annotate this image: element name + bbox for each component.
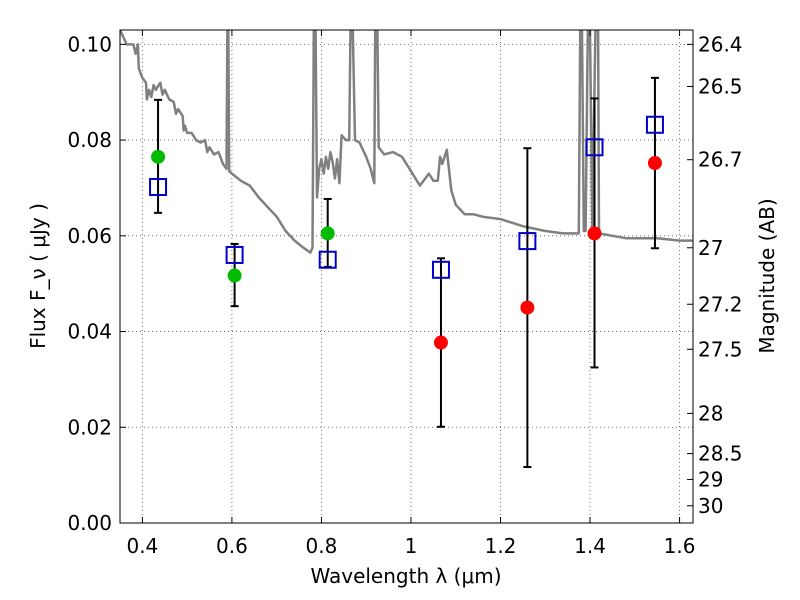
x-tick-label: 1.6 <box>664 534 696 558</box>
x-tick-label: 0.6 <box>216 534 248 558</box>
right-tick-label: 28.5 <box>698 442 743 466</box>
open-square-point <box>149 177 168 196</box>
model-spectrum-line <box>120 30 693 254</box>
open-square-point <box>225 245 244 264</box>
y-tick-label: 0.04 <box>67 320 112 344</box>
filled-circle-point <box>520 300 535 315</box>
open-square-point <box>518 232 537 251</box>
y-axis-right-label: Magnitude (AB) <box>755 198 779 353</box>
x-axis-label: Wavelength λ (μm) <box>310 564 501 588</box>
model-spectrum-layer <box>120 30 693 254</box>
y-tick-label: 0.08 <box>67 128 112 152</box>
y-tick-label: 0.02 <box>67 415 112 439</box>
filled-circle-point <box>320 226 335 241</box>
right-tick-label: 29 <box>698 467 723 491</box>
filled-circle-point <box>151 149 166 164</box>
x-tick-label: 1.4 <box>574 534 606 558</box>
axis-ticks: 0.4 0.6 0.8 1 1.2 1.4 1.6 0.00 0.02 0.04 0.06 0.08 0… <box>67 30 743 558</box>
x-tick-label: 1 <box>405 534 418 558</box>
x-tick-label: 1.2 <box>485 534 517 558</box>
y-axis-label: Flux F_ν ( μJy ) <box>26 203 50 349</box>
data-point-layer <box>149 115 664 350</box>
open-square-point <box>431 260 450 279</box>
filled-circle-point <box>433 335 448 350</box>
y-tick-label: 0.06 <box>67 224 112 248</box>
y-tick-label: 0.00 <box>67 511 112 535</box>
right-tick-label: 26.4 <box>698 32 743 56</box>
x-tick-label: 0.4 <box>126 534 158 558</box>
plot-frame <box>119 29 694 524</box>
x-tick-label: 0.8 <box>306 534 338 558</box>
right-tick-label: 30 <box>698 494 723 518</box>
right-tick-label: 27.2 <box>698 292 743 316</box>
right-tick-label: 28 <box>698 401 723 425</box>
right-tick-label: 26.5 <box>698 74 743 98</box>
open-square-point <box>318 250 337 269</box>
right-tick-label: 27.5 <box>698 337 743 361</box>
open-square-point <box>645 115 664 134</box>
open-square-point <box>585 138 604 157</box>
right-tick-label: 26.7 <box>698 148 743 172</box>
filled-circle-point <box>587 226 602 241</box>
filled-circle-point <box>647 156 662 171</box>
y-tick-label: 0.10 <box>67 32 112 56</box>
plot-background <box>120 30 693 523</box>
filled-circle-point <box>227 268 242 283</box>
right-tick-label: 27 <box>698 236 723 260</box>
